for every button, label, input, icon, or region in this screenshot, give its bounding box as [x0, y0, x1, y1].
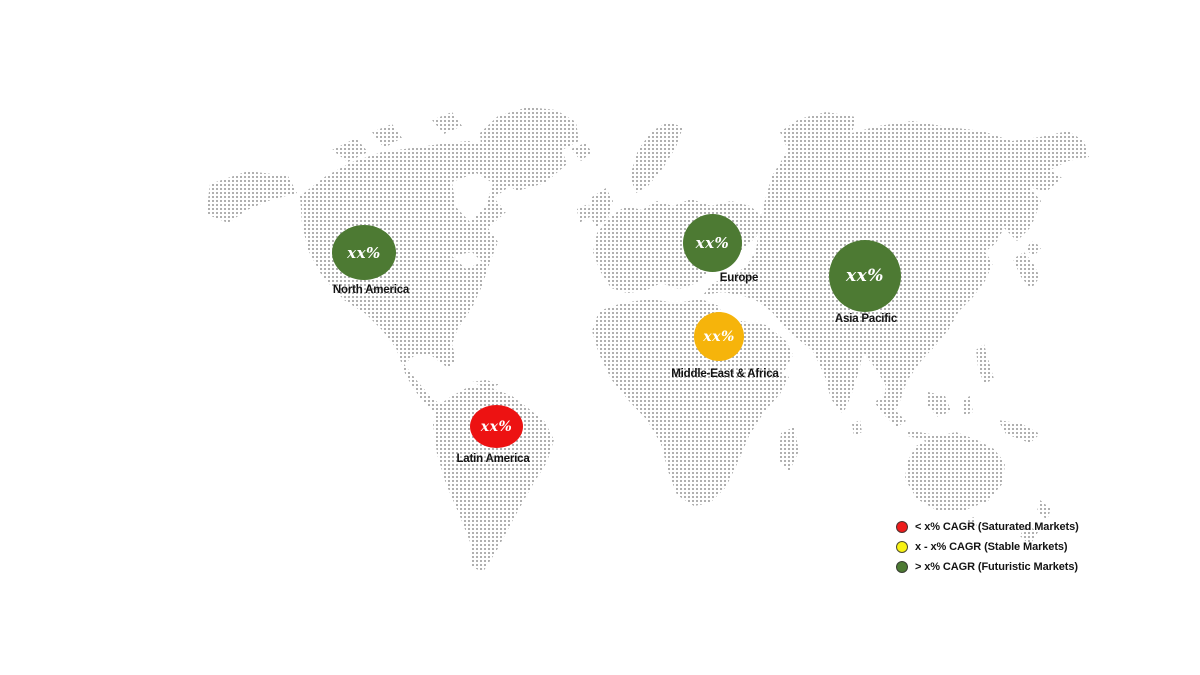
bubble-value: xx% — [347, 243, 381, 262]
bubble-value: xx% — [480, 418, 513, 435]
hudson-bay — [452, 173, 493, 222]
region-label-latin-america: Latin America — [456, 453, 530, 465]
legend-dot-red — [896, 521, 908, 533]
landmass-new-zealand — [1020, 500, 1051, 545]
bubble-value: xx% — [846, 266, 884, 286]
great-lakes — [452, 252, 482, 269]
inland-water — [452, 173, 493, 269]
landmass-sri-lanka — [852, 420, 862, 436]
legend-dot-green — [896, 561, 908, 573]
bubble-latin-america: xx% — [470, 405, 523, 448]
legend-label: > x% CAGR (Futuristic Markets) — [915, 561, 1078, 573]
region-label-middle-east-africa: Middle-East & Africa — [671, 368, 779, 380]
landmass-british-isles — [577, 188, 613, 227]
landmass-caribbean — [472, 380, 500, 389]
landmass-scandinavia — [630, 122, 683, 193]
landmass-indonesia — [875, 392, 1040, 444]
bubble-middle-east-africa: xx% — [694, 312, 744, 361]
landmass-arabia — [736, 321, 793, 390]
legend-item-futuristic: > x% CAGR (Futuristic Markets) — [896, 561, 1079, 573]
bubble-asia-pacific: xx% — [829, 240, 901, 312]
continents — [206, 107, 1089, 572]
landmass-australia — [905, 432, 1005, 529]
bubble-north-america: xx% — [332, 225, 396, 280]
legend-label: x - x% CAGR (Stable Markets) — [915, 541, 1068, 553]
landmass-alaska — [206, 171, 297, 223]
legend-item-stable: x - x% CAGR (Stable Markets) — [896, 541, 1079, 553]
legend-dot-yellow — [896, 541, 908, 553]
landmass-iceland — [571, 143, 592, 161]
legend-label: < x% CAGR (Saturated Markets) — [915, 521, 1079, 533]
bubble-europe: xx% — [683, 214, 742, 272]
region-label-asia-pacific: Asia Pacific — [834, 313, 898, 325]
region-label-north-america: North America — [332, 284, 410, 296]
bubble-value: xx% — [695, 234, 730, 252]
region-label-europe: Europe — [719, 272, 759, 284]
legend: < x% CAGR (Saturated Markets) x - x% CAG… — [896, 521, 1079, 573]
landmass-japan — [1013, 241, 1042, 289]
landmass-madagascar — [778, 427, 799, 472]
bubble-value: xx% — [703, 328, 735, 345]
landmass-arctic-islands — [332, 112, 462, 168]
landmass-philippines — [976, 344, 994, 384]
landmass-south-america — [433, 386, 554, 572]
legend-item-saturated: < x% CAGR (Saturated Markets) — [896, 521, 1079, 533]
